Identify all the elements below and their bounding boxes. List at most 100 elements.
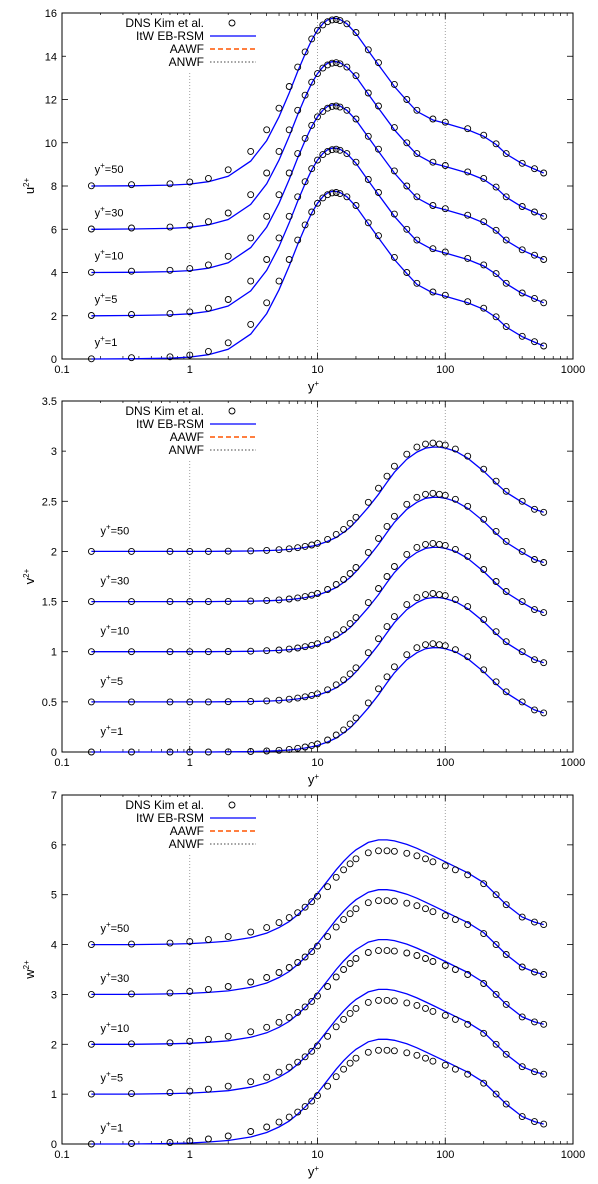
dns-data-point [502, 323, 510, 331]
dns-data-point [343, 150, 351, 158]
dns-data-point [364, 176, 372, 183]
profile-label-rest: =10 [105, 251, 124, 263]
dns-data-point [413, 644, 421, 652]
dns-data-point [343, 106, 351, 114]
dns-data-point [441, 862, 449, 870]
dns-data-point [492, 270, 500, 278]
dns-data-point [451, 445, 459, 453]
dns-data-point [375, 484, 382, 492]
dns-data-point [502, 193, 510, 201]
x-tick-label: 0.1 [54, 1149, 69, 1161]
dns-data-point [492, 678, 500, 686]
y-axis-label: u2+ [22, 177, 37, 194]
dns-data-point [375, 897, 382, 905]
dns-data-point [441, 162, 449, 169]
dns-data-point [540, 508, 548, 516]
dns-data-point [332, 1023, 340, 1031]
x-tick-label: 1000 [561, 364, 585, 376]
dns-data-point [403, 500, 411, 508]
chart-panel-3: 0.1 1 10 100 100001234567y+w2+y+=1y+=5y+=10y… [22, 790, 585, 1179]
profile-label-sup: + [106, 1020, 111, 1029]
dns-data-point [492, 1040, 500, 1048]
dns-data-point [492, 1090, 500, 1098]
dns-data-point [87, 1040, 95, 1048]
dns-data-point [247, 647, 255, 655]
dns-data-point [343, 193, 351, 201]
dns-data-point [451, 966, 459, 973]
dns-data-point [346, 1059, 354, 1067]
dns-data-point [328, 189, 336, 197]
dns-data-point [308, 121, 316, 129]
dns-data-point [314, 740, 321, 748]
dns-data-point [285, 256, 293, 263]
dns-data-point [413, 1001, 421, 1009]
profile-label: y+=1 [100, 1120, 123, 1135]
dns-data-point [332, 631, 340, 639]
dns-data-point [429, 1007, 437, 1015]
dns-data-point [352, 1054, 360, 1062]
profile-label-base: y [100, 726, 106, 738]
dns-data-point [464, 211, 472, 219]
dns-data-point [502, 1000, 510, 1008]
dns-data-point [492, 140, 500, 148]
x-axis-label-base: y [308, 1164, 315, 1179]
dns-data-point [352, 614, 360, 622]
dns-data-point [166, 698, 174, 706]
dns-data-point [263, 974, 271, 981]
dns-data-point [375, 996, 382, 1004]
profile-label: y+=50 [100, 522, 129, 537]
dns-data-point [441, 912, 449, 920]
dns-data-point [390, 124, 398, 132]
dns-data-point [413, 236, 421, 244]
y-axis-label: v2+ [22, 568, 37, 584]
dns-data-point [166, 1089, 174, 1097]
legend-marker-circle [228, 19, 236, 27]
dns-data-point [186, 1137, 194, 1145]
dns-data-point [263, 212, 271, 220]
dns-data-point [186, 351, 194, 359]
profile-label-sup: + [106, 573, 111, 582]
series-line-itw-eb-rsm-profile-2 [91, 147, 544, 317]
y-axis-label: w2+ [22, 960, 37, 980]
dns-data-point [518, 913, 526, 921]
dns-data-point [364, 89, 372, 97]
dns-data-point [480, 131, 488, 139]
dns-data-point [441, 592, 449, 600]
dns-data-point [429, 439, 437, 447]
y-axis-label-text-sup: 2+ [22, 568, 31, 577]
dns-data-point [263, 924, 271, 932]
dns-data-point [294, 744, 302, 752]
dns-data-point [166, 266, 174, 274]
dns-data-point [204, 547, 212, 555]
dns-data-point [128, 648, 135, 656]
dns-data-point [332, 189, 340, 196]
dns-data-point [204, 698, 212, 706]
dns-data-point [531, 338, 538, 346]
dns-data-point [346, 1009, 354, 1017]
dns-data-point [247, 697, 255, 705]
dns-data-point [343, 20, 351, 28]
profile-label-sup: + [100, 204, 105, 213]
profile-label-base: y [100, 626, 106, 638]
profile-label-rest: =10 [111, 1023, 130, 1035]
dns-data-point [87, 1140, 95, 1148]
dns-data-point [301, 134, 309, 142]
dns-data-point [441, 541, 449, 549]
dns-data-point [224, 209, 232, 217]
dns-data-point [87, 698, 95, 706]
dns-data-point [352, 564, 360, 571]
dns-data-point [308, 898, 316, 906]
dns-data-point [403, 225, 411, 233]
x-tick-label: 10 [311, 364, 323, 376]
dns-data-point [128, 748, 135, 756]
dns-data-point [263, 256, 271, 263]
dns-data-point [492, 891, 500, 899]
dns-data-point [540, 1020, 548, 1028]
dns-data-point [340, 626, 348, 634]
dns-data-point [441, 1011, 449, 1019]
dns-data-point [502, 236, 510, 244]
dns-data-point [128, 267, 135, 275]
profile-label-rest: =50 [111, 525, 130, 537]
dns-data-point [285, 645, 293, 653]
profile-label-rest: =1 [105, 337, 118, 349]
